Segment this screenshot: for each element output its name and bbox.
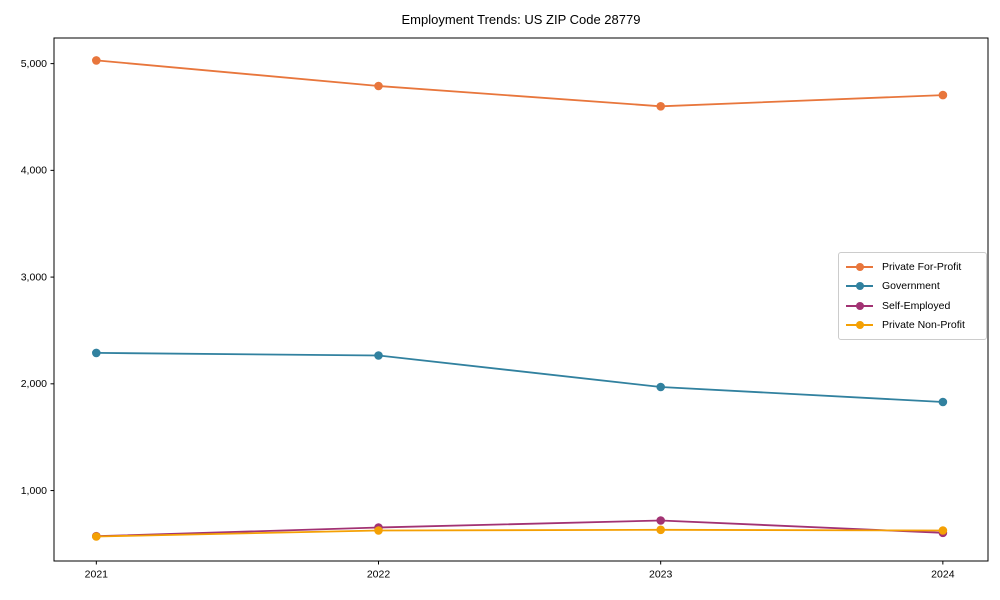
y-tick-label: 3,000 — [21, 271, 47, 283]
y-tick-label: 1,000 — [21, 485, 47, 497]
legend-item-private-for-profit: Private For-Profit — [846, 257, 979, 277]
series-line — [95, 519, 944, 538]
data-point-marker — [92, 348, 101, 358]
y-tick-label: 5,000 — [21, 58, 47, 70]
y-tick-label: 2,000 — [21, 378, 47, 390]
data-point-marker — [656, 102, 665, 111]
data-point-marker — [374, 526, 383, 535]
data-point-marker — [92, 532, 101, 541]
data-point-marker — [656, 382, 665, 392]
data-point-marker — [656, 516, 665, 525]
x-tick-label: 2022 — [367, 569, 391, 581]
legend-label: Government — [882, 280, 940, 293]
legend-label: Private Non-Profit — [882, 319, 965, 332]
data-point-marker — [938, 90, 948, 100]
legend-line-marker-icon — [846, 262, 873, 272]
legend-line-marker-icon — [846, 301, 873, 311]
data-point-marker — [656, 525, 665, 535]
x-tick-label: 2024 — [931, 569, 955, 581]
series-line — [95, 352, 944, 403]
data-point-marker — [374, 81, 383, 91]
legend-label: Private For-Profit — [882, 260, 962, 273]
chart-title: Employment Trends: US ZIP Code 28779 — [401, 12, 641, 27]
x-tick-label: 2021 — [85, 569, 109, 581]
y-tick-label: 4,000 — [21, 165, 47, 177]
legend-item-government: Government — [846, 277, 979, 297]
series-line — [95, 59, 944, 108]
legend-item-private-non-profit: Private Non-Profit — [846, 316, 979, 336]
data-point-marker — [92, 56, 101, 65]
legend-line-marker-icon — [846, 281, 873, 291]
data-point-marker — [938, 397, 948, 407]
series-line — [95, 528, 944, 538]
data-point-marker — [938, 526, 948, 535]
data-point-marker — [374, 351, 383, 360]
legend-line-marker-icon — [846, 320, 873, 330]
plot-border — [53, 37, 989, 562]
legend-item-self-employed: Self-Employed — [846, 296, 979, 316]
legend-label: Self-Employed — [882, 299, 951, 312]
chart-legend: Private For-Profit Government Self-Emplo… — [838, 252, 987, 340]
x-tick-label: 2023 — [649, 569, 673, 581]
